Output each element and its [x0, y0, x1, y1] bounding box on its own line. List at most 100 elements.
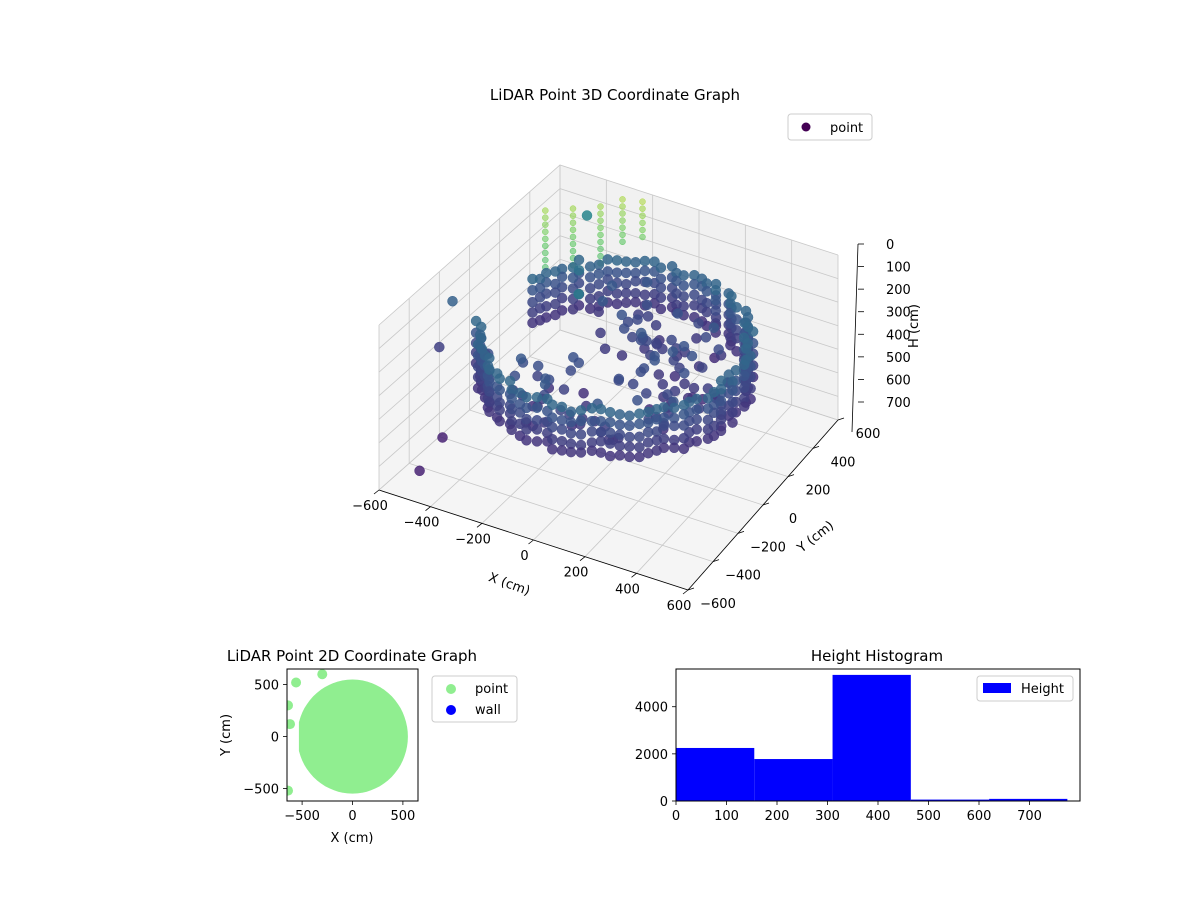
data-point-3d — [565, 416, 577, 428]
data-point-3d — [578, 387, 589, 399]
histogram-bar — [989, 798, 1068, 801]
data-point-3d — [494, 404, 505, 416]
data-point-3d — [494, 373, 505, 384]
data-point-3d — [604, 406, 616, 418]
x-tick-label-3d: −200 — [455, 532, 491, 547]
data-point-3d — [708, 322, 720, 333]
data-point-3d — [655, 273, 667, 285]
x-tick-label-2d: −500 — [284, 809, 320, 824]
data-point-3d — [715, 414, 727, 425]
data-point-3d — [731, 302, 742, 313]
data-point-3d — [727, 384, 738, 396]
legend-marker-point-3d — [801, 122, 811, 132]
data-point-3d — [484, 386, 495, 397]
chart-title-3d: LiDAR Point 3D Coordinate Graph — [490, 86, 740, 104]
y-axis-label-3d: Y (cm) — [794, 518, 837, 556]
x-tick-label-hist: 300 — [815, 809, 840, 824]
data-point-3d — [672, 308, 683, 319]
data-point-3d — [619, 224, 626, 231]
data-point-3d — [668, 420, 680, 432]
data-point-3d — [727, 407, 738, 418]
data-point-3d — [678, 399, 690, 411]
data-point-3d — [515, 353, 527, 364]
data-point-3d — [658, 420, 670, 431]
y-axis-line-3d — [687, 419, 839, 591]
data-point-3d — [616, 350, 628, 361]
y-tick-3d — [787, 474, 795, 478]
data-point-3d — [668, 402, 680, 414]
data-point-3d — [599, 343, 611, 355]
data-point-3d — [527, 273, 538, 285]
data-point-3d — [651, 337, 662, 349]
data-point-3d — [604, 427, 616, 439]
data-point-3d — [689, 289, 700, 301]
data-point-3d — [702, 403, 714, 414]
data-point-3d — [642, 417, 654, 429]
plot-histogram: Height Histogram 0 100 200 300 400 500 600 7000… — [635, 647, 1081, 824]
ticks-2d: −500 0 500 −500 0 500 — [243, 679, 415, 824]
x-tick-3d — [631, 573, 637, 578]
data-point-3d — [614, 419, 626, 431]
x-tick-label-3d: 400 — [615, 582, 640, 597]
data-point-3d — [614, 429, 626, 440]
data-point-3d — [597, 217, 604, 224]
data-point-3d — [547, 433, 558, 445]
z-tick-label-3d: 100 — [886, 261, 911, 276]
legend-2d[interactable]: point wall — [431, 675, 518, 723]
data-point-3d — [634, 418, 645, 430]
histogram-bar — [754, 759, 833, 801]
data-point-3d — [558, 384, 570, 395]
data-point-3d — [550, 266, 561, 277]
x-tick-3d — [682, 589, 689, 595]
data-point-3d — [506, 393, 517, 404]
y-tick-label-hist: 4000 — [635, 701, 668, 716]
data-point-3d — [584, 293, 596, 305]
data-point-3d — [569, 212, 577, 219]
data-point-3d — [575, 429, 587, 440]
data-point-3d — [688, 382, 700, 394]
data-point-3d — [575, 405, 587, 416]
x-tick-label-hist: 700 — [1017, 809, 1042, 824]
data-point-3d — [595, 416, 607, 427]
data-point-3d — [447, 295, 458, 307]
data-point-3d — [702, 392, 714, 404]
data-point-3d — [595, 403, 607, 415]
data-point-3d — [701, 297, 713, 309]
legend-label-wall-2d: wall — [475, 703, 501, 718]
data-point-3d — [595, 426, 607, 438]
data-point-3d — [542, 214, 549, 221]
legend-histogram[interactable]: Height — [976, 675, 1074, 702]
data-point-3d — [727, 396, 738, 408]
data-point-3d — [639, 198, 646, 205]
legend-marker-height — [983, 683, 1011, 693]
legend-3d[interactable]: point — [787, 113, 873, 141]
data-point-3d — [679, 367, 690, 379]
data-point-3d — [639, 255, 651, 267]
data-point-3d — [595, 436, 607, 447]
data-point-3d — [584, 261, 596, 272]
x-tick-label-hist: 200 — [765, 809, 790, 824]
data-point-3d — [739, 359, 750, 370]
data-point-3d — [713, 344, 724, 355]
data-point-3d — [641, 388, 652, 399]
histogram-bar — [676, 747, 755, 801]
plot-3d: LiDAR Point 3D Coordinate Graph −600 −400… — [352, 86, 922, 614]
data-point-3d — [437, 432, 448, 443]
data-point-3d — [556, 401, 568, 413]
data-point-3d — [632, 314, 643, 325]
x-tick-label-hist: 500 — [916, 809, 941, 824]
x-tick-3d — [373, 489, 380, 495]
data-point-3d — [624, 431, 635, 443]
data-point-2d — [287, 700, 294, 711]
data-point-3d — [642, 426, 654, 438]
data-point-3d — [641, 299, 653, 311]
data-point-3d — [639, 212, 646, 220]
data-point-3d — [556, 435, 568, 447]
data-point-3d — [668, 442, 680, 454]
data-point-3d — [527, 296, 538, 308]
data-point-3d — [634, 431, 645, 443]
grid-z — [378, 164, 839, 326]
data-point-3d — [624, 420, 635, 431]
